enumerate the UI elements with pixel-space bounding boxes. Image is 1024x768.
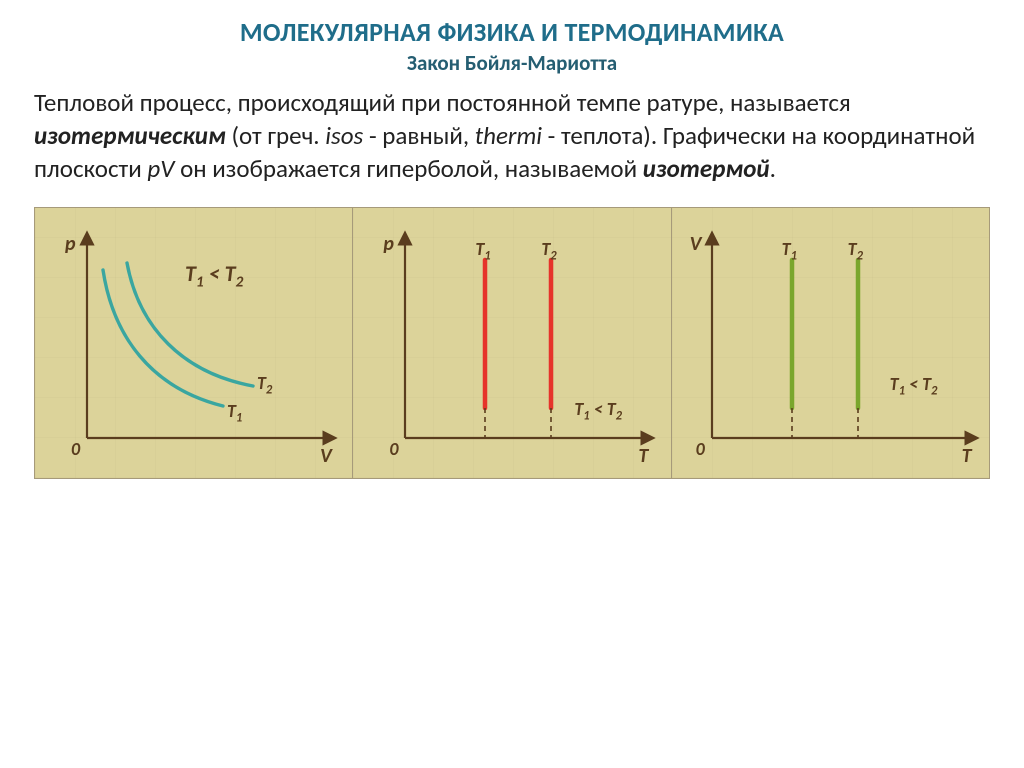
term-thermi: thermi	[475, 120, 542, 151]
panel3-label-t2: T2	[848, 238, 863, 264]
panel1-condition: T1 < T2	[185, 260, 243, 291]
panel-pt: p T 0 T1 < T2 T1 T2	[353, 208, 671, 478]
panel1-origin: 0	[71, 438, 80, 460]
slide-title: МОЛЕКУЛЯРНАЯ ФИЗИКА И ТЕРМОДИНАМИКА	[34, 18, 990, 48]
text-mid1: (от греч.	[226, 120, 325, 151]
panel3-origin: 0	[696, 438, 705, 460]
panel1-label-t1: T1	[227, 400, 242, 426]
term-isos: isos	[325, 120, 363, 151]
slide-subtitle: Закон Бойля-Мариотта	[34, 50, 990, 76]
panel1-y-axis: p	[65, 232, 76, 256]
panel3-condition: T1 < T2	[890, 373, 938, 399]
text-pre: Тепловой процесс, происходящий при посто…	[34, 87, 851, 118]
panel3-y-axis: V	[690, 232, 702, 256]
panel2-condition: T1 < T2	[574, 398, 622, 424]
panel1-x-axis: V	[320, 444, 332, 468]
text-mid4: он изображается гиперболой, называемой	[174, 153, 642, 184]
panel2-origin: 0	[389, 438, 398, 460]
panel-vt: V T 0 T1 < T2 T1 T2	[672, 208, 989, 478]
term-pv: pV	[147, 153, 174, 184]
panel2-y-axis: p	[383, 232, 394, 256]
panel-vt-svg	[672, 208, 992, 478]
definition-paragraph: Тепловой процесс, происходящий при посто…	[34, 86, 990, 185]
panel-pt-svg	[353, 208, 673, 478]
text-mid2: - равный,	[363, 120, 474, 151]
panel-pv: p V 0 T1 < T2 T2 T1	[35, 208, 353, 478]
panel-pv-svg	[35, 208, 355, 478]
slide-header: МОЛЕКУЛЯРНАЯ ФИЗИКА И ТЕРМОДИНАМИКА Зако…	[34, 18, 990, 76]
panel2-label-t2: T2	[541, 238, 556, 264]
term-isotherm: изотермой	[643, 153, 770, 184]
panel1-label-t2: T2	[257, 372, 272, 398]
panel3-label-t1: T1	[782, 238, 797, 264]
panel3-x-axis: T	[962, 444, 972, 468]
panel2-label-t1: T1	[475, 238, 490, 264]
diagrams-strip: p V 0 T1 < T2 T2 T1 p T 0 T1 < T2	[34, 207, 990, 479]
text-end: .	[770, 153, 776, 184]
term-isothermic: изотермическим	[34, 120, 226, 151]
panel2-x-axis: T	[638, 444, 648, 468]
